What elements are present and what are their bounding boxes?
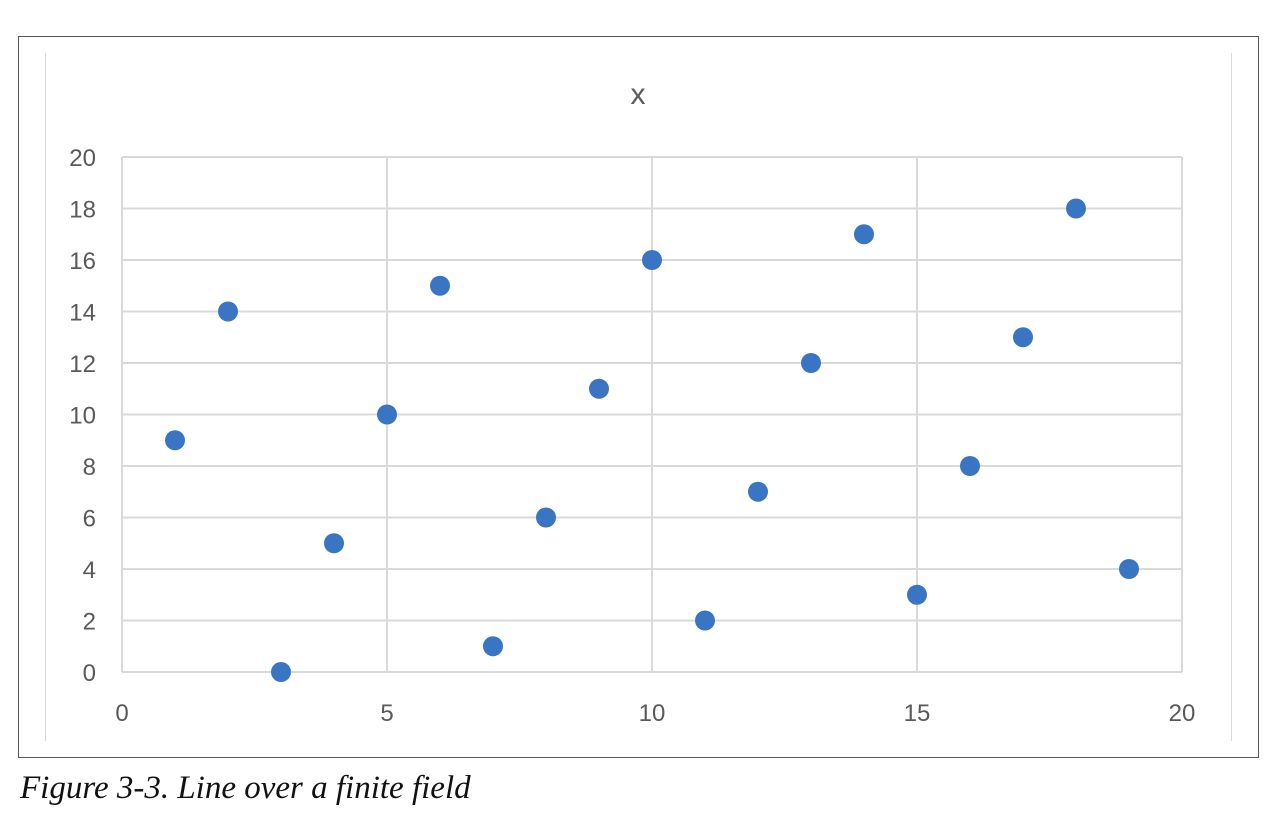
chart-title: x [631, 78, 646, 111]
y-tick-label: 4 [83, 557, 96, 584]
y-tick-label: 0 [83, 660, 96, 687]
y-tick-label: 10 [69, 403, 96, 430]
data-point [854, 224, 874, 245]
grid-lines [121, 156, 1183, 673]
data-point [324, 533, 344, 554]
x-tick-label: 10 [639, 700, 666, 727]
x-tick-label: 5 [380, 700, 393, 727]
figure-caption: Figure 3-3. Line over a finite field [20, 770, 471, 806]
y-tick-label: 6 [83, 506, 96, 533]
data-point [218, 301, 238, 322]
y-tick-label: 18 [69, 197, 96, 224]
data-point [271, 662, 291, 682]
data-point [801, 353, 821, 373]
data-point [536, 507, 556, 528]
x-tick-label: 15 [904, 700, 931, 727]
y-tick-label: 20 [69, 145, 96, 172]
x-tick-label: 0 [115, 700, 128, 727]
data-points [165, 198, 1139, 682]
data-point [1013, 327, 1033, 348]
data-point [907, 584, 927, 605]
y-tick-label: 8 [83, 454, 96, 481]
data-point [483, 636, 503, 657]
chart-area-right-edge [1231, 53, 1232, 741]
y-tick-label: 14 [69, 300, 96, 327]
data-point [695, 610, 715, 631]
y-tick-label: 12 [69, 351, 96, 378]
tick-labels: 0 2 4 6 8 10 12 14 16 18 20 0 5 10 15 20 [69, 145, 1195, 727]
data-point [642, 250, 662, 270]
data-point [748, 481, 768, 502]
data-point [1119, 559, 1139, 579]
y-tick-label: 16 [69, 248, 96, 275]
data-point [377, 404, 397, 425]
data-point [430, 275, 450, 296]
data-point [1066, 198, 1086, 219]
chart-area-left-edge [45, 53, 46, 741]
data-point [960, 456, 980, 476]
data-point [589, 378, 609, 399]
y-tick-label: 2 [83, 609, 96, 636]
data-point [165, 430, 185, 451]
x-tick-label: 20 [1169, 700, 1196, 727]
